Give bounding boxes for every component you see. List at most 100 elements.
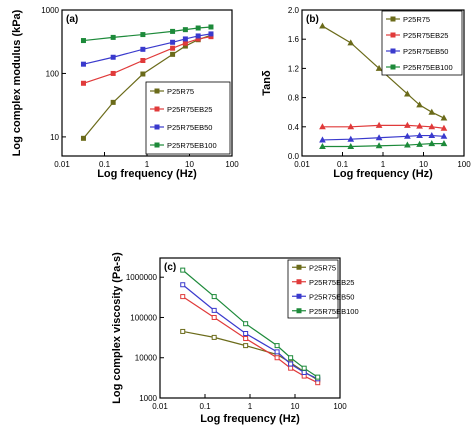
data-point xyxy=(170,39,176,45)
series-line xyxy=(322,142,444,148)
y-axis-label: Log complex viscosity (Pa-s) xyxy=(111,252,123,404)
data-point xyxy=(428,132,436,139)
legend-box xyxy=(287,259,339,319)
data-point xyxy=(274,349,280,355)
legend-label: P25R75EB100 xyxy=(167,141,217,150)
y-axis-label: Tanδ xyxy=(261,70,273,96)
legend-marker xyxy=(296,264,302,270)
legend-label: P25R75 xyxy=(167,87,194,96)
data-point xyxy=(182,40,188,46)
data-point xyxy=(110,54,116,60)
data-point xyxy=(319,142,326,150)
data-point xyxy=(180,267,186,273)
legend-label: P25R75EB50 xyxy=(309,292,354,301)
y-tick-label: 1000000 xyxy=(126,273,158,282)
data-point xyxy=(243,343,249,349)
x-tick-label: 1 xyxy=(381,160,386,169)
data-point xyxy=(347,123,355,130)
y-tick-label: 0.4 xyxy=(288,123,300,132)
x-tick-label: 1 xyxy=(248,402,253,411)
data-point xyxy=(182,36,188,42)
data-point xyxy=(180,328,186,334)
panel-label: (a) xyxy=(66,14,78,25)
legend-label: P25R75 xyxy=(309,263,336,272)
y-tick-label: 0.8 xyxy=(288,94,300,103)
x-tick-label: 0.1 xyxy=(99,160,111,169)
legend-marker xyxy=(296,293,302,299)
x-axis-label: Log frequency (Hz) xyxy=(97,168,197,180)
legend-label: P25R75EB100 xyxy=(309,307,359,316)
y-tick-label: 1.6 xyxy=(288,35,300,44)
x-tick-label: 100 xyxy=(333,402,347,411)
x-tick-label: 0.01 xyxy=(152,402,168,411)
y-tick-label: 10000 xyxy=(135,354,158,363)
x-tick-label: 10 xyxy=(185,160,194,169)
x-axis-label: Log frequency (Hz) xyxy=(200,413,300,425)
data-point xyxy=(211,294,217,300)
data-point xyxy=(428,108,436,115)
legend-marker xyxy=(154,88,160,94)
legend-marker xyxy=(296,308,302,314)
x-axis-label: Log frequency (Hz) xyxy=(333,168,433,180)
y-tick-label: 100 xyxy=(46,69,60,78)
legend-label: P25R75EB50 xyxy=(403,47,448,56)
legend-label: P25R75EB100 xyxy=(403,63,453,72)
legend-marker xyxy=(154,142,160,148)
x-tick-label: 10 xyxy=(291,402,300,411)
y-tick-label: 10 xyxy=(50,133,59,142)
data-point xyxy=(170,45,176,51)
data-point xyxy=(110,34,116,40)
data-point xyxy=(319,136,326,143)
x-tick-label: 100 xyxy=(457,160,471,169)
data-point xyxy=(180,294,186,300)
data-point xyxy=(375,134,383,141)
data-point xyxy=(195,25,201,31)
legend-label: P25R75EB25 xyxy=(167,105,212,114)
data-point xyxy=(440,132,448,139)
data-point xyxy=(170,51,176,57)
data-point xyxy=(288,365,294,371)
y-tick-label: 1.2 xyxy=(288,64,300,73)
data-point xyxy=(440,124,448,131)
legend-box xyxy=(381,10,463,76)
data-point xyxy=(319,123,326,130)
data-point xyxy=(80,135,86,141)
x-tick-label: 100 xyxy=(225,160,239,169)
data-point xyxy=(211,314,217,320)
data-point xyxy=(428,140,436,147)
data-point xyxy=(404,90,411,97)
series-line xyxy=(83,26,212,42)
data-point xyxy=(80,80,86,86)
data-point xyxy=(243,336,249,342)
x-tick-label: 10 xyxy=(419,160,428,169)
legend-marker xyxy=(390,32,396,38)
data-point xyxy=(288,361,294,367)
x-tick-label: 0.1 xyxy=(337,160,349,169)
data-point xyxy=(440,114,448,121)
y-tick-label: 0.0 xyxy=(288,152,300,161)
x-tick-label: 0.01 xyxy=(294,160,310,169)
data-point xyxy=(347,39,355,46)
data-point xyxy=(347,135,355,142)
y-tick-label: 100000 xyxy=(130,313,157,322)
y-tick-label: 1000 xyxy=(139,394,157,403)
legend-marker xyxy=(390,16,396,22)
legend-label: P25R75EB25 xyxy=(403,31,448,40)
legend-marker xyxy=(154,124,160,130)
data-point xyxy=(140,46,146,52)
data-point xyxy=(347,142,355,150)
data-point xyxy=(428,123,436,130)
data-point xyxy=(140,71,146,77)
y-axis-label: Log complex modulus (kPa) xyxy=(11,9,23,156)
data-point xyxy=(319,22,326,29)
data-point xyxy=(416,140,423,147)
x-tick-label: 0.01 xyxy=(54,160,70,169)
data-point xyxy=(315,380,321,386)
data-point xyxy=(404,121,411,128)
data-point xyxy=(416,132,423,139)
data-point xyxy=(140,32,146,38)
data-point xyxy=(80,61,86,67)
y-tick-label: 1000 xyxy=(41,6,59,15)
data-point xyxy=(208,24,214,30)
